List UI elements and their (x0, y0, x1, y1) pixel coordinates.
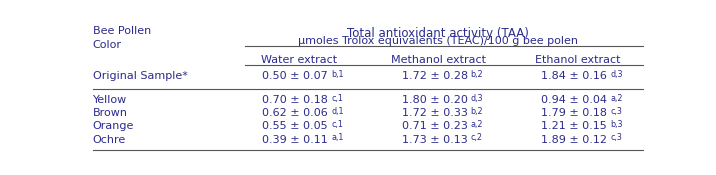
Text: 0.94 ± 0.04: 0.94 ± 0.04 (541, 95, 607, 105)
Text: b,3: b,3 (610, 120, 622, 129)
Text: Bee Pollen
Color: Bee Pollen Color (92, 26, 151, 50)
Text: b,2: b,2 (470, 70, 483, 79)
Text: 0.70 ± 0.18: 0.70 ± 0.18 (262, 95, 328, 105)
Text: 1.21 ± 0.15: 1.21 ± 0.15 (541, 121, 607, 131)
Text: Total antioxidant activity (TAA): Total antioxidant activity (TAA) (347, 27, 529, 40)
Text: 1.72 ± 0.28: 1.72 ± 0.28 (402, 71, 468, 81)
Text: Yellow: Yellow (92, 95, 127, 105)
Text: 1.80 ± 0.20: 1.80 ± 0.20 (402, 95, 468, 105)
Text: d,1: d,1 (331, 107, 344, 116)
Text: μmoles Trolox equivalents (TEAC)/100 g bee polen: μmoles Trolox equivalents (TEAC)/100 g b… (299, 36, 579, 46)
Text: Orange: Orange (92, 121, 134, 131)
Text: a,1: a,1 (331, 133, 344, 142)
Text: Ochre: Ochre (92, 135, 126, 145)
Text: b,1: b,1 (331, 70, 344, 79)
Text: 1.89 ± 0.12: 1.89 ± 0.12 (541, 135, 607, 145)
Text: Methanol extract: Methanol extract (391, 55, 485, 65)
Text: c,3: c,3 (610, 133, 622, 142)
Text: c,2: c,2 (470, 133, 483, 142)
Text: 1.72 ± 0.33: 1.72 ± 0.33 (402, 108, 468, 118)
Text: 0.62 ± 0.06: 0.62 ± 0.06 (262, 108, 328, 118)
Text: 0.71 ± 0.23: 0.71 ± 0.23 (402, 121, 468, 131)
Text: c,3: c,3 (610, 107, 622, 116)
Text: d,3: d,3 (610, 70, 622, 79)
Text: a,2: a,2 (470, 120, 483, 129)
Text: c,1: c,1 (331, 94, 343, 103)
Text: 1.84 ± 0.16: 1.84 ± 0.16 (541, 71, 607, 81)
Text: c,1: c,1 (331, 120, 343, 129)
Text: Water extract: Water extract (261, 55, 337, 65)
Text: d,3: d,3 (470, 94, 483, 103)
Text: b,2: b,2 (470, 107, 483, 116)
Text: Original Sample*: Original Sample* (92, 71, 188, 81)
Text: 0.55 ± 0.05: 0.55 ± 0.05 (263, 121, 328, 131)
Text: 1.79 ± 0.18: 1.79 ± 0.18 (541, 108, 607, 118)
Text: Ethanol extract: Ethanol extract (535, 55, 621, 65)
Text: a,2: a,2 (610, 94, 622, 103)
Text: Brown: Brown (92, 108, 127, 118)
Text: 0.39 ± 0.11: 0.39 ± 0.11 (262, 135, 328, 145)
Text: 1.73 ± 0.13: 1.73 ± 0.13 (402, 135, 468, 145)
Text: 0.50 ± 0.07: 0.50 ± 0.07 (262, 71, 328, 81)
